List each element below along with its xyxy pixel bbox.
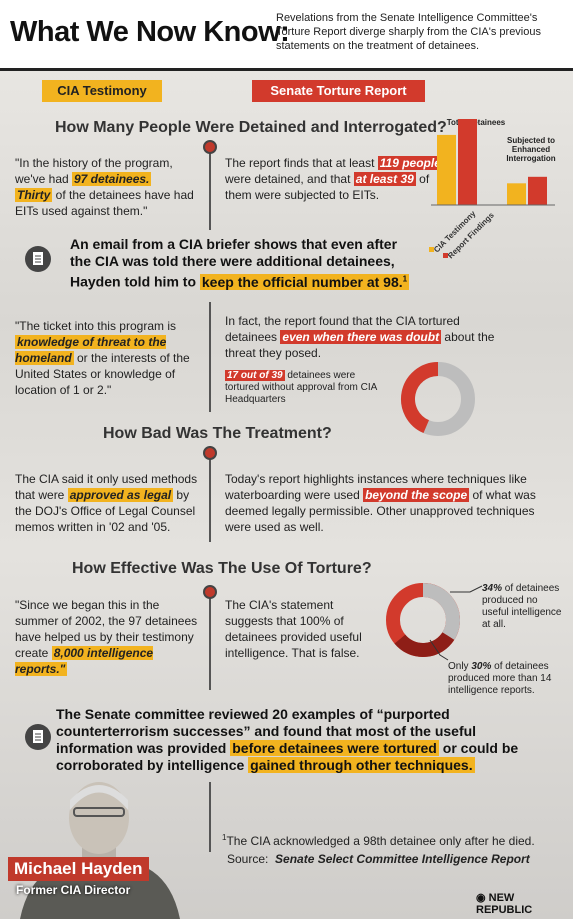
- highlight: approved as legal: [67, 488, 174, 502]
- timeline: [209, 302, 211, 412]
- text: An email from a CIA briefer shows that e…: [70, 236, 398, 290]
- callout: The Senate committee reviewed 20 example…: [56, 706, 536, 774]
- senate-text: In fact, the report found that the CIA t…: [225, 313, 505, 361]
- chart-note: Only 30% of detainees produced more than…: [448, 661, 566, 697]
- section-heading: How Bad Was The Treatment?: [103, 425, 332, 442]
- subtitle: Revelations from the Senate Intelligence…: [276, 12, 541, 52]
- icon: [25, 724, 51, 750]
- text: "The ticket into this program is: [15, 319, 176, 333]
- cia-text: The CIA said it only used methods that w…: [15, 471, 203, 535]
- timeline: [209, 586, 211, 690]
- chart-note: 17 out of 39 detainees were tortured wit…: [225, 370, 390, 406]
- text: detainees were tortured without approval…: [225, 370, 377, 405]
- bar: [507, 183, 526, 205]
- text: of what was deemed legally permissible. …: [225, 488, 536, 534]
- icon: [25, 246, 51, 272]
- column-label: Senate Torture Report: [252, 80, 425, 102]
- source: Source: Senate Select Committee Intellig…: [227, 851, 530, 867]
- highlight: even when there was doubt: [280, 330, 442, 344]
- text: Only: [448, 661, 472, 672]
- text: The report finds that at least: [225, 156, 378, 170]
- value-label: 30%: [471, 661, 492, 672]
- text: Today's report highlights instances wher…: [225, 472, 527, 502]
- donut-chart: [401, 362, 475, 436]
- person-name: Michael Hayden: [8, 857, 149, 881]
- category-label: Subjected to Enhanced Interrogation: [506, 136, 556, 163]
- timeline: [209, 142, 211, 230]
- callout: An email from a CIA briefer shows that e…: [70, 236, 410, 291]
- timeline: [209, 446, 211, 542]
- highlight: 97 detainees.: [72, 172, 152, 186]
- highlight: at least 39: [353, 172, 416, 186]
- highlight: before detainees were tortured: [230, 740, 439, 756]
- footnote: 1The CIA acknowledged a 98th detainee on…: [222, 830, 535, 849]
- text: In fact, the report found that the CIA t…: [225, 314, 460, 344]
- highlight: beyond the scope: [363, 488, 470, 502]
- footnote-mark: 1: [402, 274, 408, 283]
- timeline: [209, 782, 211, 852]
- bar: [458, 119, 477, 205]
- text: The Senate committee reviewed 20 example…: [56, 706, 477, 756]
- senate-text: The report finds that at least 119 peopl…: [225, 155, 453, 203]
- brand-name: NEW REPUBLIC: [476, 892, 533, 916]
- bar: [437, 134, 456, 205]
- footnote-mark: 1: [222, 833, 227, 842]
- brand: ◉ NEW REPUBLIC: [476, 892, 533, 916]
- source-label: Source:: [227, 852, 269, 866]
- legend-swatch: [429, 247, 434, 252]
- column-label: CIA Testimony: [42, 80, 162, 102]
- text: of them were subjected to EITs.: [225, 172, 430, 202]
- donut-slice: [394, 631, 455, 657]
- section-heading: How Effective Was The Use Of Torture?: [72, 560, 372, 577]
- donut-slice: [422, 583, 460, 640]
- text: The CIA said it only used methods that w…: [15, 472, 198, 502]
- highlight: keep the official number at 98.1: [199, 273, 410, 290]
- timeline-dot: [203, 585, 217, 599]
- cia-text: "Since we began this in the summer of 20…: [15, 597, 203, 677]
- senate-text: Today's report highlights instances wher…: [225, 471, 545, 535]
- pointer-lines: [429, 585, 483, 661]
- text: were detained, and that: [225, 172, 354, 186]
- legend-swatch: [443, 253, 448, 258]
- text: by the DOJ's Office of Legal Counsel mem…: [15, 488, 196, 534]
- person-role: Former CIA Director: [16, 883, 131, 897]
- text: or could be corroborated by intelligence: [56, 740, 519, 773]
- chart-note: 34% of detainees produced no useful inte…: [482, 583, 567, 631]
- title: What We Now Know:: [10, 16, 290, 48]
- cia-text: "The ticket into this program is knowled…: [15, 318, 203, 398]
- bar: [528, 176, 547, 205]
- highlight: 119 people: [377, 156, 443, 170]
- highlight: Thirty: [15, 188, 53, 202]
- text: of detainees produced no useful intellig…: [482, 583, 562, 630]
- text: or the interests of the United States or…: [15, 351, 190, 397]
- value-label: 34%: [482, 583, 503, 594]
- text: of detainees produced more than 14 intel…: [448, 661, 552, 696]
- header: [0, 0, 573, 71]
- timeline-dot: [203, 140, 217, 154]
- section-heading: How Many People Were Detained and Interr…: [55, 119, 447, 136]
- text: The CIA acknowledged a 98th detainee onl…: [226, 834, 535, 848]
- text: "Since we began this in the summer of 20…: [15, 598, 198, 660]
- text: of the detainees have had EITs used agai…: [15, 188, 194, 218]
- cia-text: "In the history of the program, we've ha…: [15, 155, 203, 219]
- text: "In the history of the program, we've ha…: [15, 156, 173, 186]
- timeline-dot: [203, 446, 217, 460]
- donut-chart: [386, 583, 460, 657]
- donut-slice: [401, 362, 439, 434]
- text: about the threat they posed.: [225, 330, 495, 360]
- highlight: gained through other techniques.: [248, 757, 475, 773]
- source-text: Senate Select Committee Intelligence Rep…: [275, 852, 530, 866]
- highlight: 17 out of 39: [225, 370, 285, 381]
- senate-text: The CIA's statement suggests that 100% o…: [225, 598, 362, 660]
